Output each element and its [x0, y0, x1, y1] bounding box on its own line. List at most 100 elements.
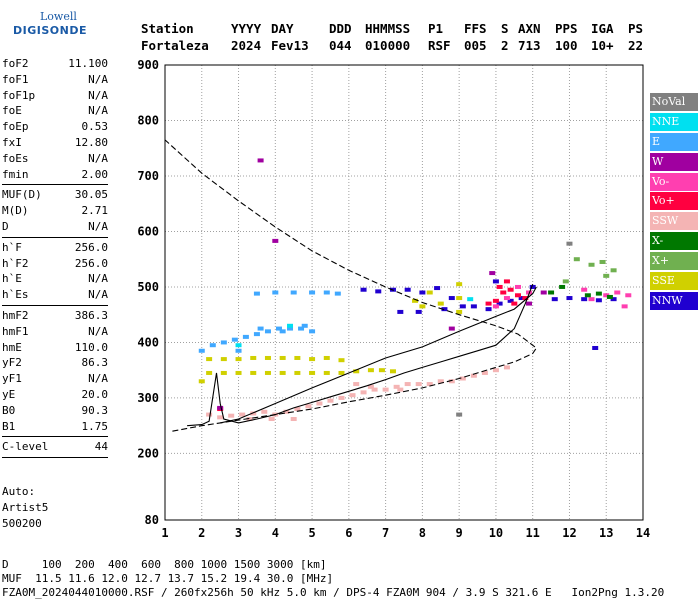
- param-key: hmF2: [2, 309, 29, 322]
- data-point-sse: [250, 355, 257, 360]
- data-point-nnw: [595, 298, 602, 303]
- data-point-sse: [426, 290, 433, 295]
- x-tick-label: 8: [419, 526, 426, 540]
- x-tick-label: 2: [198, 526, 205, 540]
- param-row: B0 90.3: [2, 403, 108, 419]
- header-label-7: FFS: [464, 21, 487, 36]
- data-point-sse: [367, 368, 374, 373]
- param-row: yE 20.0: [2, 387, 108, 403]
- param-key: yF2: [2, 356, 22, 370]
- data-point-ssw: [261, 409, 268, 414]
- data-point-sse: [220, 370, 227, 375]
- data-point-noval: [456, 412, 463, 417]
- header-label-10: PPS: [555, 21, 578, 36]
- data-point-ssw: [349, 393, 356, 398]
- param-key: fxI: [2, 136, 22, 149]
- param-value: N/A: [88, 372, 108, 386]
- x-tick-label: 1: [161, 526, 168, 540]
- data-point-vo: [625, 293, 632, 298]
- data-point-e: [298, 326, 305, 331]
- data-point-nnw: [529, 284, 536, 289]
- auto-code: 500200: [2, 516, 42, 530]
- x-tick-label: 9: [456, 526, 463, 540]
- param-row: D N/A: [2, 219, 108, 235]
- data-point-vo: [588, 297, 595, 302]
- data-point-ssw: [360, 390, 367, 395]
- data-point-e: [264, 329, 271, 334]
- data-point-x: [559, 284, 566, 289]
- header-value-11: 10+: [591, 38, 614, 53]
- data-point-nnw: [492, 279, 499, 284]
- data-point-nne: [467, 297, 474, 302]
- data-point-sse: [198, 379, 205, 384]
- logo-digisonde: DIGISONDE: [13, 24, 87, 37]
- data-point-ssw: [503, 365, 510, 370]
- legend-item-vo: Vo+: [650, 192, 698, 211]
- param-key: hmF1: [2, 324, 29, 338]
- legend-item-x: X-: [650, 232, 698, 251]
- param-value: N/A: [88, 72, 108, 86]
- data-point-w: [217, 405, 224, 410]
- param-row: h`E N/A: [2, 271, 108, 287]
- param-row: foEs N/A: [2, 151, 108, 167]
- x-tick-label: 3: [235, 526, 242, 540]
- data-point-e: [242, 334, 249, 339]
- data-point-sse: [309, 357, 316, 362]
- data-point-e: [275, 326, 282, 331]
- data-point-ssw: [481, 370, 488, 375]
- param-key: M(D): [2, 204, 29, 218]
- data-point-ssw: [371, 387, 378, 392]
- data-point-e: [323, 290, 330, 295]
- data-point-ssw: [283, 409, 290, 414]
- data-point-sse: [206, 370, 213, 375]
- param-row: foF2 11.100: [2, 56, 108, 72]
- auto-artist: Artist5: [2, 500, 49, 514]
- y-tick-label: 900: [137, 58, 159, 72]
- data-point-e: [309, 290, 316, 295]
- legend-item-e: E: [650, 132, 698, 151]
- param-value: N/A: [88, 324, 108, 338]
- distance-scale-line: D 100 200 400 600 800 1000 1500 3000 [km…: [2, 558, 327, 571]
- trace-curve: [187, 284, 534, 427]
- param-value: 90.3: [81, 403, 109, 417]
- param-row: foF1 N/A: [2, 72, 108, 88]
- data-point-e: [301, 323, 308, 328]
- data-point-sse: [250, 370, 257, 375]
- param-row: hmE 110.0: [2, 340, 108, 356]
- data-point-sse: [220, 357, 227, 362]
- data-point-vo: [511, 301, 518, 306]
- param-row: foE N/A: [2, 103, 108, 119]
- x-tick-label: 5: [308, 526, 315, 540]
- param-value: 30.05: [74, 188, 108, 202]
- data-point-ssw: [206, 412, 213, 417]
- data-point-ssw: [393, 384, 400, 389]
- data-point-sse: [206, 357, 213, 362]
- header-label-11: IGA: [591, 21, 614, 36]
- legend-item-noval: NoVal: [650, 93, 698, 111]
- param-key: hmE: [2, 340, 22, 354]
- data-point-sse: [353, 369, 360, 374]
- data-point-vo: [496, 284, 503, 289]
- param-value: N/A: [88, 288, 108, 302]
- data-point-ssw: [228, 413, 235, 418]
- data-point-vo: [507, 287, 514, 292]
- legend-item-ssw: SSW: [650, 212, 698, 231]
- param-row: MUF(D) 30.05: [2, 187, 108, 203]
- param-value: 2.71: [81, 204, 109, 218]
- data-point-x: [599, 259, 606, 264]
- data-point-e: [309, 329, 316, 334]
- data-point-sse: [323, 370, 330, 375]
- data-point-sse: [323, 355, 330, 360]
- param-separator: [2, 457, 108, 459]
- auto-label: Auto:: [2, 485, 36, 498]
- data-point-nnw: [375, 289, 382, 294]
- header-label-4: DDD: [329, 21, 352, 36]
- x-tick-label: 11: [525, 526, 539, 540]
- data-point-x: [584, 293, 591, 298]
- data-point-ssw: [459, 376, 466, 381]
- param-key: foE: [2, 104, 22, 118]
- data-point-nnw: [551, 297, 558, 302]
- data-point-ssw: [316, 401, 323, 406]
- param-key: yF1: [2, 372, 22, 386]
- data-point-ssw: [217, 415, 224, 420]
